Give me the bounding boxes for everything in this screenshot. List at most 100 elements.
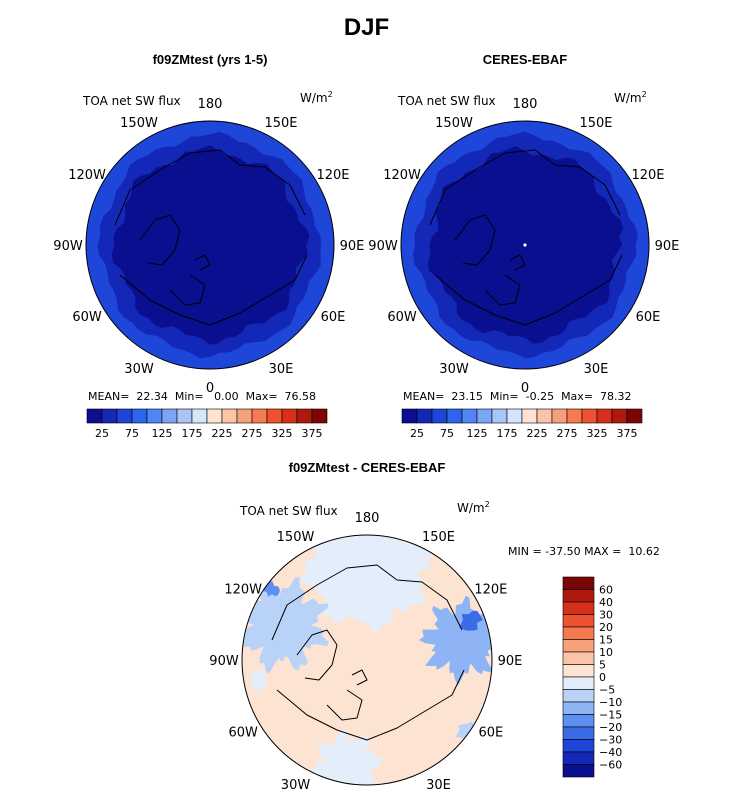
- lon-label-model-60W: 60W: [72, 310, 102, 325]
- lon-label-model-150E: 150E: [264, 116, 297, 131]
- colorbar-tick-model-175: 175: [182, 427, 203, 440]
- colorbar-box-model-8: [206, 408, 223, 424]
- colorbar-diff-box-1: [562, 589, 595, 603]
- colorbar-box-model-10: [236, 408, 253, 424]
- lon-label-diff-60W: 60W: [228, 726, 258, 741]
- map-zone-inner-model: [111, 145, 310, 345]
- diff-blob-east-strong: [459, 610, 483, 631]
- colorbar-diff-box-14: [562, 751, 595, 765]
- colorbar-box-model-1: [101, 408, 118, 424]
- colorbar-box-obs-14: [611, 408, 628, 424]
- units-label-obs: W/m2: [614, 90, 647, 105]
- colorbar-tick-obs-325: 325: [587, 427, 608, 440]
- lon-label-model-90E: 90E: [340, 239, 365, 254]
- panel-title-obs: CERES-EBAF: [482, 52, 568, 67]
- coastline-diff-1: [271, 564, 463, 641]
- lon-label-obs-60W: 60W: [387, 310, 417, 325]
- units-label-model: W/m2: [300, 90, 333, 105]
- lon-label-obs-180: 180: [513, 97, 538, 112]
- colorbar-tick-obs-275: 275: [557, 427, 578, 440]
- colorbar-box-obs-2: [431, 408, 448, 424]
- colorbar-diff-tick-1: 40: [599, 596, 613, 609]
- panel-title-diff: f09ZMtest - CERES-EBAF: [288, 460, 446, 475]
- lon-label-obs-30E: 30E: [584, 362, 609, 377]
- colorbar-diff-box-0: [562, 576, 595, 590]
- colorbar-tick-obs-225: 225: [527, 427, 548, 440]
- colorbar-diff-tick-9: −10: [599, 696, 622, 709]
- units-label-diff: W/m2: [457, 500, 490, 515]
- colorbar-box-obs-5: [476, 408, 493, 424]
- lon-label-diff-90W: 90W: [209, 654, 239, 669]
- colorbar-diff-box-15: [562, 764, 595, 778]
- colorbar-tick-obs-25: 25: [410, 427, 424, 440]
- colorbar-box-obs-3: [446, 408, 463, 424]
- colorbar-diff-box-11: [562, 714, 595, 728]
- colorbar-box-model-0: [86, 408, 103, 424]
- colorbar-box-obs-12: [581, 408, 598, 424]
- colorbar-box-obs-4: [461, 408, 478, 424]
- colorbar-box-obs-8: [521, 408, 538, 424]
- coastline-model-4: [194, 254, 211, 271]
- colorbar-box-model-9: [221, 408, 238, 424]
- coastline-diff-2: [276, 669, 465, 741]
- lon-label-model-150W: 150W: [120, 116, 158, 131]
- colorbar-diff-box-3: [562, 614, 595, 628]
- colorbar-diff-box-7: [562, 664, 595, 678]
- diff-zone-east: [418, 595, 492, 686]
- lon-label-diff-90E: 90E: [498, 654, 523, 669]
- colorbar-diff-tick-8: −5: [599, 684, 615, 697]
- colorbar-diff-box-5: [562, 639, 595, 653]
- colorbar-diff-tick-12: −30: [599, 734, 622, 747]
- lon-label-obs-150E: 150E: [579, 116, 612, 131]
- lon-label-model-90W: 90W: [53, 239, 83, 254]
- lon-label-model-30E: 30E: [269, 362, 294, 377]
- pole-point-obs: [523, 243, 527, 247]
- map-boundary-model: [85, 120, 335, 370]
- colorbar-box-obs-7: [506, 408, 523, 424]
- map-boundary-diff: [241, 534, 493, 786]
- variable-label-obs: TOA net SW flux: [398, 94, 496, 108]
- coastline-obs-4: [509, 254, 526, 271]
- colorbar-box-model-13: [281, 408, 298, 424]
- coastline-obs-2: [434, 254, 623, 326]
- lon-label-obs-60E: 60E: [636, 310, 661, 325]
- lon-label-model-30W: 30W: [124, 362, 154, 377]
- lon-label-obs-90E: 90E: [655, 239, 680, 254]
- coastline-model-2: [119, 254, 308, 326]
- diff-blob-west: [248, 669, 268, 693]
- lon-label-model-120W: 120W: [68, 168, 106, 183]
- coastline-obs-1: [429, 149, 621, 226]
- lon-label-model-0: 0: [206, 381, 214, 396]
- colorbar-diff-tick-6: 5: [599, 659, 606, 672]
- colorbar-box-obs-0: [401, 408, 418, 424]
- colorbar-box-model-12: [266, 408, 283, 424]
- lon-label-diff-120E: 120E: [474, 583, 507, 598]
- colorbar-diff-box-8: [562, 676, 595, 690]
- colorbar-tick-obs-175: 175: [497, 427, 518, 440]
- colorbar-tick-obs-75: 75: [440, 427, 454, 440]
- stats-model: MEAN= 22.34 Min= 0.00 Max= 76.58: [88, 390, 317, 403]
- lon-label-obs-120W: 120W: [383, 168, 421, 183]
- lon-label-diff-150W: 150W: [277, 530, 315, 545]
- lon-label-diff-30E: 30E: [426, 778, 451, 793]
- colorbar-diff-box-4: [562, 626, 595, 640]
- colorbar-box-obs-13: [596, 408, 613, 424]
- coastline-model-0: [139, 214, 181, 266]
- stats-obs: MEAN= 23.15 Min= -0.25 Max= 78.32: [403, 390, 632, 403]
- colorbar-box-model-4: [146, 408, 163, 424]
- variable-label-diff: TOA net SW flux: [240, 504, 338, 518]
- colorbar-tick-model-275: 275: [242, 427, 263, 440]
- colorbar-diff-box-2: [562, 601, 595, 615]
- colorbar-box-model-5: [161, 408, 178, 424]
- colorbar-box-obs-10: [551, 408, 568, 424]
- colorbar-box-model-14: [296, 408, 313, 424]
- lon-label-diff-180: 180: [355, 511, 380, 526]
- colorbar-diff-box-10: [562, 701, 595, 715]
- colorbar-diff-box-6: [562, 651, 595, 665]
- coastline-obs-3: [484, 274, 521, 306]
- colorbar-tick-model-25: 25: [95, 427, 109, 440]
- colorbar-diff-box-9: [562, 689, 595, 703]
- colorbar-diff-tick-2: 30: [599, 609, 613, 622]
- lon-label-model-180: 180: [198, 97, 223, 112]
